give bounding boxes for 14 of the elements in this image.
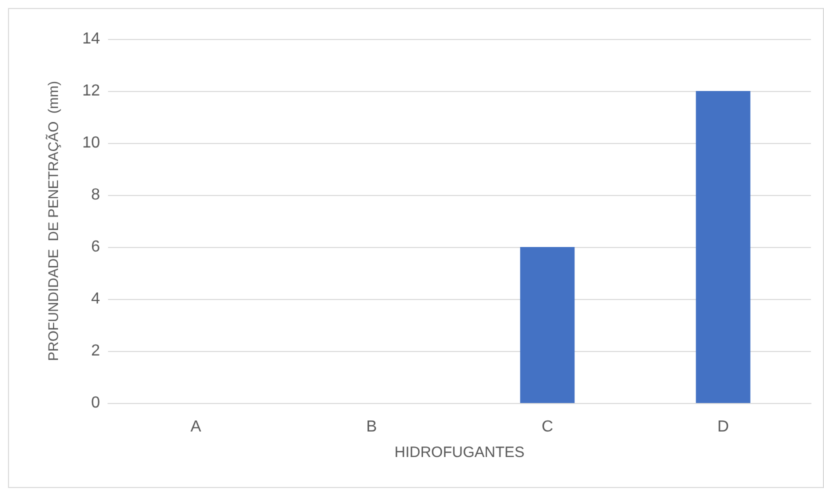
y-tick-label: 2 [91,342,100,360]
y-axis-title: PROFUNDIDADE DE PENETRAÇÃO (mm) [45,80,61,362]
x-tick-label: B [366,418,377,436]
y-tick-label: 0 [91,394,100,412]
x-tick-label: C [542,418,554,436]
x-tick-label: D [717,418,729,436]
y-tick-label: 12 [82,82,100,100]
y-tick-label: 8 [91,186,100,204]
y-tick-label: 10 [82,134,100,152]
y-tick-label: 14 [82,30,100,48]
y-tick-label: 4 [91,290,100,308]
y-tick-label: 6 [91,238,100,256]
x-tick-label: A [190,418,202,436]
x-axis-title: HIDROFUGANTES [394,444,525,461]
